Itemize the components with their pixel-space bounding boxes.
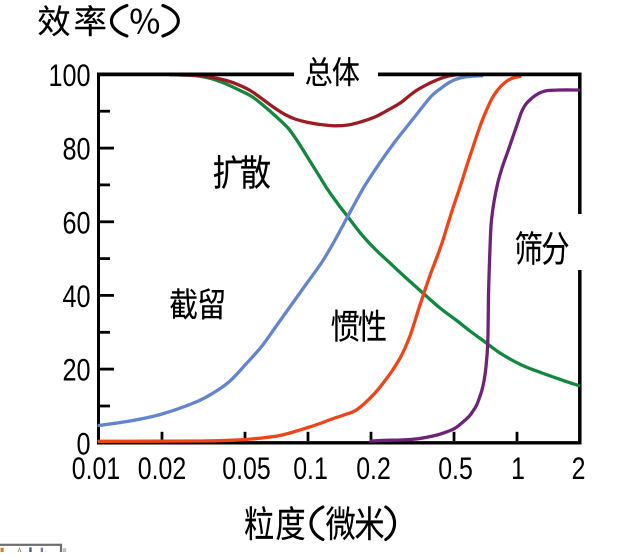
svg-text:80: 80	[62, 132, 90, 167]
svg-text:0.5: 0.5	[438, 451, 473, 487]
svg-text:2: 2	[572, 451, 586, 487]
svg-text:0.1: 0.1	[293, 451, 328, 487]
svg-text:0.2: 0.2	[356, 451, 391, 487]
svg-text:60: 60	[62, 206, 90, 241]
svg-text:0.02: 0.02	[138, 451, 186, 487]
svg-text:0.01: 0.01	[72, 451, 120, 487]
svg-text:0.05: 0.05	[222, 451, 270, 487]
svg-text:100: 100	[48, 58, 90, 93]
svg-text:0: 0	[76, 427, 90, 462]
svg-text:20: 20	[62, 353, 90, 388]
svg-text:1: 1	[511, 451, 525, 487]
svg-text:40: 40	[62, 279, 90, 314]
